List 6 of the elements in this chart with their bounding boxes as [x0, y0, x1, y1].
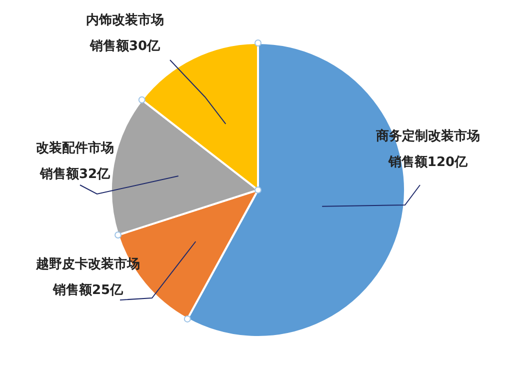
- slice-label: 内饰改装市场: [86, 12, 164, 28]
- data-label: 销售额30亿: [88, 38, 162, 54]
- slice-label: 改装配件市场: [36, 140, 114, 156]
- data-label: 销售额32亿: [38, 166, 112, 182]
- data-label: 销售额120亿: [387, 154, 469, 170]
- data-label: 销售额25亿: [52, 282, 124, 298]
